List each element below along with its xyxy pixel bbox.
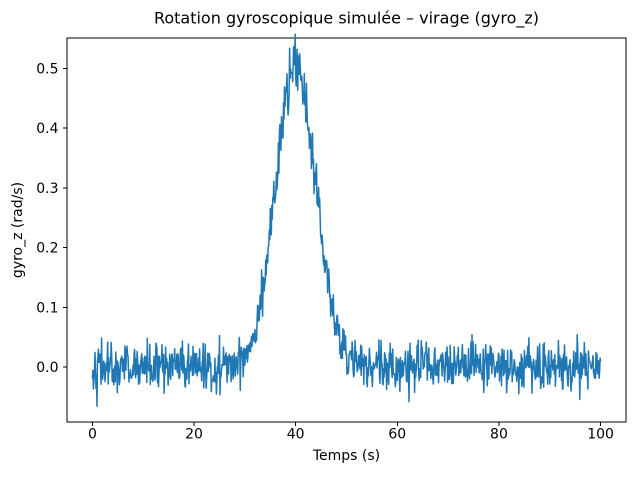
gyro-z-line [91,33,602,407]
x-tick-label: 20 [185,427,203,443]
axis-ticks: 0 20 40 60 80 100 0.0 0.1 0.2 0.3 0.4 0.5 [36,61,614,442]
y-tick-label: 0.5 [36,61,58,77]
y-tick-label: 0.3 [36,181,58,197]
chart-title: Rotation gyroscopique simulée – virage (… [154,9,539,29]
x-axis-label: Temps (s) [312,448,380,464]
y-tick-label: 0.4 [36,121,58,137]
x-tick-label: 40 [287,427,305,443]
x-tick-label: 0 [88,427,97,443]
x-tick-label: 100 [587,427,614,443]
y-tick-label: 0.0 [36,360,58,376]
data-series [91,33,602,407]
x-tick-label: 60 [388,427,406,443]
y-tick-label: 0.2 [36,241,58,257]
y-tick-label: 0.1 [36,300,58,316]
x-tick-label: 80 [490,427,508,443]
y-axis-label: gyro_z (rad/s) [10,182,26,278]
